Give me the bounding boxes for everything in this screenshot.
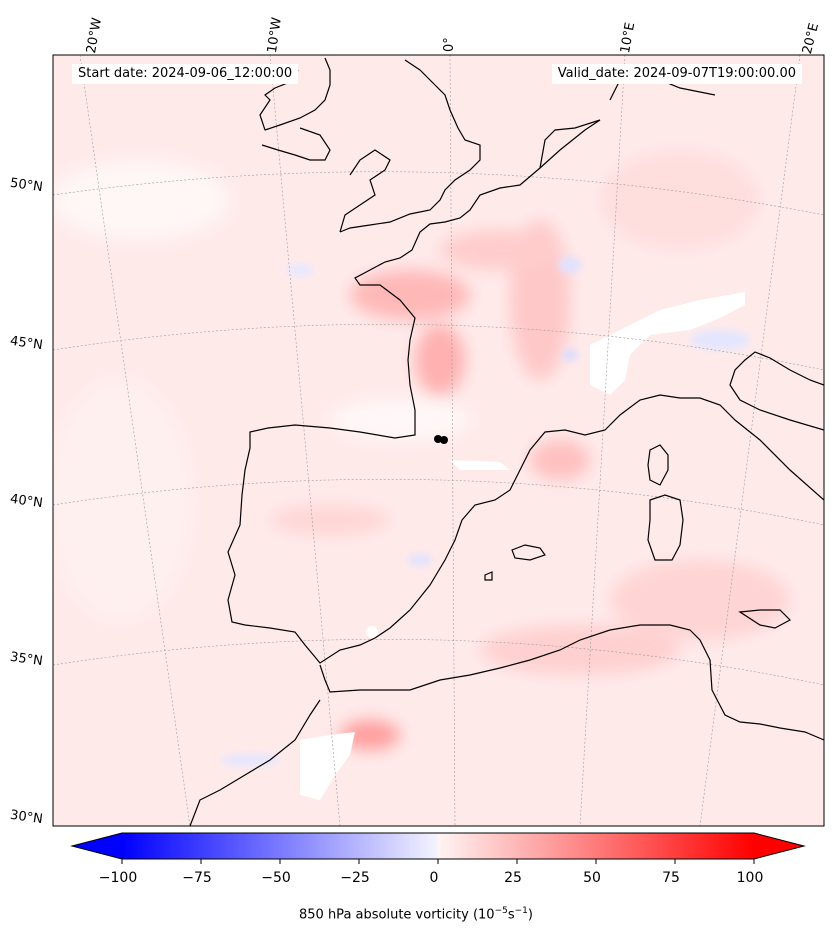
colorbar-arrow-min [72,833,122,859]
dot-marker [434,435,448,444]
coast-italy [729,351,824,431]
coast-corsica [647,444,669,486]
colorbar-tick-label: 100 [736,870,764,886]
coast-africa [189,624,824,826]
valid-date-label: Valid_date: 2024-09-07T19:00:00.00 [551,64,802,84]
colorbar-tick-label: −50 [261,870,291,886]
graticule [53,55,824,826]
colorbar-positive [438,833,754,859]
coast-sicily [738,609,791,629]
vorticity-field [53,55,824,826]
coast-iberia-france [227,119,824,664]
coast-britain [339,59,481,233]
masked-terrain [300,292,745,800]
colorbar-tick-label: 25 [504,870,522,886]
colorbar-tick-label: 0 [429,870,439,886]
colorbar-label-suffix: ) [527,907,533,923]
coast-balearics [484,544,546,581]
colorbar-tick-label: 75 [662,870,680,886]
colorbar-tick-label: −25 [340,870,370,886]
colorbar-tick-label: 50 [583,870,601,886]
colorbar-tickmarks [121,859,755,864]
colorbar [70,832,806,864]
colorbar-arrow-max [754,833,804,859]
colorbar-tick-label: −75 [182,870,212,886]
coast-sardinia [647,494,684,561]
coast-ireland-south [261,127,331,161]
colorbar-tick-label: −100 [98,870,138,886]
colorbar-label-mid: s [507,907,515,923]
colorbar-label-prefix: 850 hPa absolute vorticity (10 [299,907,495,923]
map-frame [52,54,825,827]
colorbar-label-exp1: −5 [494,906,508,916]
lon-label-0: 0° [442,37,457,52]
colorbar-label: 850 hPa absolute vorticity (10−5s−1) [0,906,832,922]
colorbar-negative [122,833,438,859]
colorbar-label-exp2: −1 [514,906,528,916]
coast-wales [339,149,391,233]
start-date-label: Start date: 2024-09-06_12:00:00 [72,64,299,84]
coast-netherlands [539,119,601,169]
blue-patches [220,257,750,766]
